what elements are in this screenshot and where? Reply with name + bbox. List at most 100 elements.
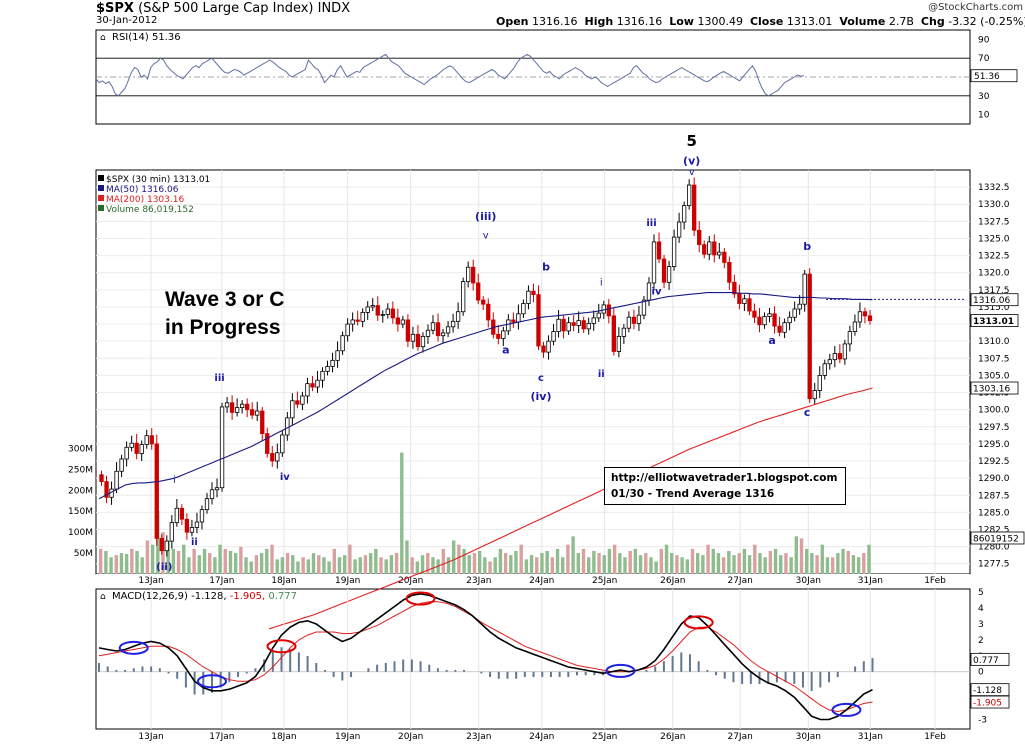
macd-hist-value-box (970, 652, 1010, 666)
candle-body (305, 383, 310, 397)
volume-bar (171, 548, 176, 574)
wave-annotation-line: in Progress (165, 316, 281, 339)
macd-x-tick-label: 31Jan (858, 732, 883, 742)
rsi-y-tick-label: 10 (978, 111, 990, 121)
volume-bar (695, 553, 700, 574)
candle-body (596, 312, 601, 319)
price-legend-swatch (98, 175, 104, 181)
macd-y-tick-label: 0 (978, 668, 984, 678)
candle-body (340, 335, 345, 352)
candle-body (802, 273, 807, 305)
volume-bar (150, 544, 155, 574)
volume-bar (737, 553, 741, 574)
wave-label: a (502, 344, 509, 357)
candle-body (209, 489, 215, 500)
candle-body (687, 184, 692, 207)
volume-bar (706, 544, 710, 574)
wave-label: a (768, 334, 775, 347)
volume-bar (597, 553, 601, 574)
price-y-tick-label: 1315.0 (978, 303, 1010, 313)
candle-body (651, 241, 657, 284)
candle-body (450, 320, 456, 328)
volume-bar (446, 557, 451, 574)
rsi-y-tick-label: 70 (978, 54, 990, 64)
volume-bar (685, 559, 689, 574)
candle-body (159, 537, 164, 552)
volume-bar (820, 544, 824, 574)
volume-bar (259, 553, 264, 574)
macd-x-tick-label: 27Jan (727, 732, 752, 742)
price-y-tick-label: 1305.0 (978, 371, 1010, 381)
wave-label: c (538, 373, 544, 384)
volume-bar (644, 553, 648, 574)
candle-body (219, 406, 225, 489)
candle-body (812, 390, 817, 400)
ma200-value-box (970, 381, 1019, 395)
volume-bar (348, 544, 352, 574)
volume-bar (457, 544, 461, 574)
volume-bar (664, 544, 669, 574)
volume-bar (161, 532, 165, 574)
candle-body (245, 403, 250, 411)
volume-bar (784, 553, 788, 574)
candle-body (611, 315, 616, 352)
volume-bar (296, 561, 300, 574)
volume-bar (322, 557, 326, 574)
candle-body (867, 315, 873, 321)
candle-body (717, 251, 722, 256)
price-y-tick-label: 1297.5 (978, 423, 1010, 433)
volume-y-tick-label: 100M (68, 528, 93, 538)
candle-body (455, 311, 461, 322)
candle-body (395, 317, 401, 325)
candle-body (390, 308, 395, 319)
candle-body (516, 313, 521, 323)
price-legend-2: MA(200) 1303.16 (106, 195, 184, 205)
volume-bar (363, 555, 368, 574)
wave-label: (iv) (530, 390, 551, 403)
candle-body (531, 290, 536, 296)
candle-body (460, 281, 466, 313)
volume-bar (633, 548, 638, 574)
volume-bar (675, 555, 679, 574)
candle-body (345, 323, 350, 337)
volume-bar (275, 559, 279, 574)
volume-bar (493, 557, 497, 574)
price-y-tick-label: 1320.0 (978, 269, 1010, 279)
price-legend-swatch (98, 205, 104, 211)
volume-bar (176, 550, 181, 574)
volume-bar (498, 548, 503, 574)
volume-bar (353, 559, 357, 574)
candle-body (280, 434, 285, 454)
wave-label: i (173, 475, 176, 486)
candle-body (169, 522, 174, 542)
price-y-tick-label: 1330.0 (978, 200, 1010, 210)
volume-bar (182, 544, 186, 574)
candle-body (320, 370, 325, 381)
macd-y-tick-label: 3 (978, 620, 984, 630)
volume-bar (265, 548, 269, 574)
candle-body (129, 442, 134, 448)
wave-label: 5 (686, 132, 696, 150)
volume-bar (602, 555, 606, 574)
price-y-tick-label: 1282.5 (978, 525, 1010, 535)
volume-bar (550, 557, 555, 574)
candle-body (541, 345, 546, 353)
candle-body (762, 316, 767, 326)
candle-body (661, 258, 667, 283)
volume-bar (436, 559, 440, 574)
candle-body (405, 319, 411, 342)
candle-body (832, 353, 837, 361)
candle-body (782, 322, 787, 333)
volume-bar (867, 544, 871, 574)
candle-body (466, 266, 471, 283)
candle-body (486, 303, 491, 321)
candle-body (114, 470, 119, 490)
ma50-value-label: 1316.06 (973, 296, 1010, 306)
volume-bar (477, 550, 482, 574)
candle-body (551, 331, 556, 342)
candle-body (606, 304, 611, 317)
macd-signal-value-label: -1.905 (973, 699, 1002, 709)
candle-body (742, 298, 747, 304)
candle-body (671, 236, 677, 267)
volume-bar (301, 557, 305, 574)
